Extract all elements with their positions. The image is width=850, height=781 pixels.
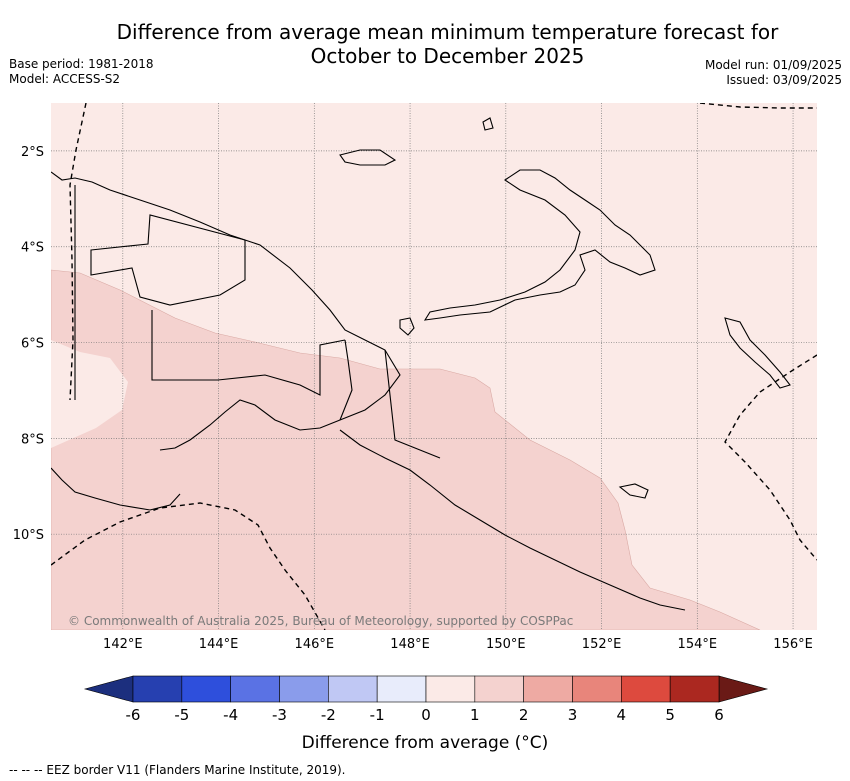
latitude-tick-label: 2°S <box>21 145 44 160</box>
colorbar-swatch <box>572 675 622 703</box>
coastlines-and-borders <box>51 117 791 611</box>
copyright-notice: © Commonwealth of Australia 2025, Bureau… <box>68 614 574 628</box>
colorbar-tick-label: 3 <box>568 706 578 724</box>
colorbar-tick-label: 2 <box>519 706 529 724</box>
title-line-2: October to December 2025 <box>310 44 585 68</box>
latitude-tick-label: 8°S <box>21 432 44 447</box>
anomaly-region-1-to-2 <box>51 269 761 630</box>
colorbar-tick-label: 5 <box>665 706 675 724</box>
colorbar-tick-label: -5 <box>174 706 189 724</box>
latitude-tick-labels: 2°S 4°S 6°S 8°S 10°S <box>13 145 44 543</box>
longitude-tick-label: 152°E <box>582 637 622 652</box>
colorbar-swatch <box>376 675 427 703</box>
longitude-tick-labels: 142°E 144°E 146°E 148°E 150°E 152°E 154°E 156°E <box>103 637 813 652</box>
colorbar-swatch <box>425 675 476 703</box>
longitude-tick-label: 148°E <box>390 637 430 652</box>
latitude-tick-label: 4°S <box>21 241 44 256</box>
run-info: Model run: 01/09/2025 Issued: 03/09/2025 <box>705 58 842 88</box>
colorbar-swatch <box>523 675 573 703</box>
model-name: Model: ACCESS-S2 <box>9 72 121 86</box>
colorbar-tick-label: 0 <box>421 706 431 724</box>
longitude-tick-label: 150°E <box>486 637 526 652</box>
longitude-tick-label: 146°E <box>295 637 335 652</box>
colorbar-swatch <box>230 675 280 703</box>
eez-footnote: -- -- -- EEZ border V11 (Flanders Marine… <box>9 763 346 777</box>
colorbar-tick-label: 4 <box>617 706 627 724</box>
map-title: Difference from average mean minimum tem… <box>80 20 815 68</box>
base-info: Base period: 1981-2018 Model: ACCESS-S2 <box>9 57 154 87</box>
colorbar-swatch <box>474 675 524 703</box>
latitude-tick-label: 10°S <box>13 528 44 543</box>
title-line-1: Difference from average mean minimum tem… <box>116 20 779 44</box>
colorbar-tick-label: -6 <box>126 706 141 724</box>
colorbar-tick-label: -1 <box>370 706 385 724</box>
colorbar-swatch <box>621 675 671 703</box>
colorbar-title: Difference from average (°C) <box>301 733 549 753</box>
colorbar-swatch <box>669 675 720 703</box>
anomaly-region-west-0-to-1 <box>51 340 128 448</box>
colorbar-tick-label: -4 <box>223 706 238 724</box>
colorbar-swatch <box>328 675 378 703</box>
colorbar-tick-label: -3 <box>272 706 287 724</box>
colorbar-under-extension <box>83 675 134 703</box>
longitude-tick-label: 154°E <box>678 637 718 652</box>
longitude-tick-label: 144°E <box>199 637 239 652</box>
colorbar-swatch <box>132 675 183 703</box>
model-run: Model run: 01/09/2025 <box>704 58 842 72</box>
colorbar-tick-label: 1 <box>470 706 480 724</box>
colorbar-tick-label: 6 <box>714 706 724 724</box>
colorbar-over-extension <box>718 675 769 703</box>
colorbar-swatch <box>279 675 329 703</box>
colorbar: -6 -5 -4 -3 -2 -1 0 1 2 3 4 5 6 <box>83 675 769 724</box>
latitude-tick-label: 6°S <box>21 337 44 352</box>
issued-date: Issued: 03/09/2025 <box>726 73 842 87</box>
longitude-tick-label: 142°E <box>103 637 143 652</box>
base-period: Base period: 1981-2018 <box>9 57 154 71</box>
longitude-tick-label: 156°E <box>773 637 813 652</box>
colorbar-tick-label: -2 <box>321 706 336 724</box>
gridlines <box>51 103 817 630</box>
colorbar-swatch <box>181 675 231 703</box>
